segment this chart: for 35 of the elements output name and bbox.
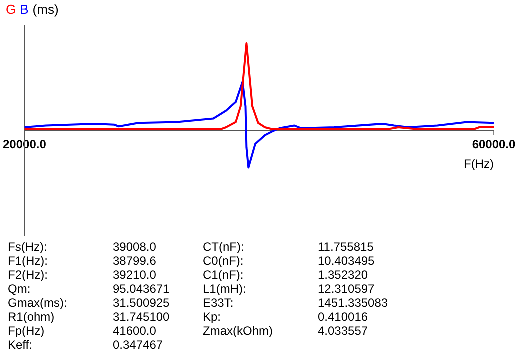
text: C1(nF): bbox=[203, 268, 245, 282]
x-axis-title: F(Hz) bbox=[464, 156, 494, 171]
y-axis-title: (ms) bbox=[32, 2, 59, 17]
text: B bbox=[20, 2, 29, 17]
text: 39210.0 bbox=[113, 268, 158, 282]
text: E33T: bbox=[203, 296, 235, 310]
text: 0.347467 bbox=[113, 338, 164, 352]
text: 38799.6 bbox=[113, 254, 158, 268]
text: F1(Hz): bbox=[8, 254, 49, 268]
text: G bbox=[6, 2, 16, 17]
text: 10.403495 bbox=[318, 254, 376, 268]
text: 4.033557 bbox=[318, 324, 370, 338]
text: Kp: bbox=[203, 310, 222, 324]
text: 41600.0 bbox=[113, 324, 158, 338]
text: 31.745100 bbox=[113, 310, 171, 324]
text: 95.043671 bbox=[113, 282, 171, 296]
text: 39008.0 bbox=[113, 240, 158, 254]
text: Zmax(kOhm) bbox=[203, 324, 274, 338]
text: 0.410016 bbox=[318, 310, 370, 324]
text: 1.352320 bbox=[318, 268, 370, 282]
text: Fp(Hz) bbox=[8, 324, 46, 338]
text: 1451.335083 bbox=[318, 296, 390, 310]
text: CT(nF): bbox=[203, 240, 246, 254]
text: 31.500925 bbox=[113, 296, 171, 310]
x-tick-label: 60000.0 bbox=[472, 138, 516, 152]
text: Fs(Hz): bbox=[8, 240, 48, 254]
text: 11.755815 bbox=[318, 240, 375, 254]
text: Gmax(ms): bbox=[8, 296, 68, 310]
text: Qm: bbox=[8, 282, 32, 296]
text: 12.310597 bbox=[318, 282, 376, 296]
text: R1(ohm) bbox=[8, 310, 56, 324]
text: L1(mH): bbox=[203, 282, 248, 296]
text: F2(Hz): bbox=[8, 268, 49, 282]
text: C0(nF): bbox=[203, 254, 245, 268]
text: Keff: bbox=[8, 338, 34, 352]
